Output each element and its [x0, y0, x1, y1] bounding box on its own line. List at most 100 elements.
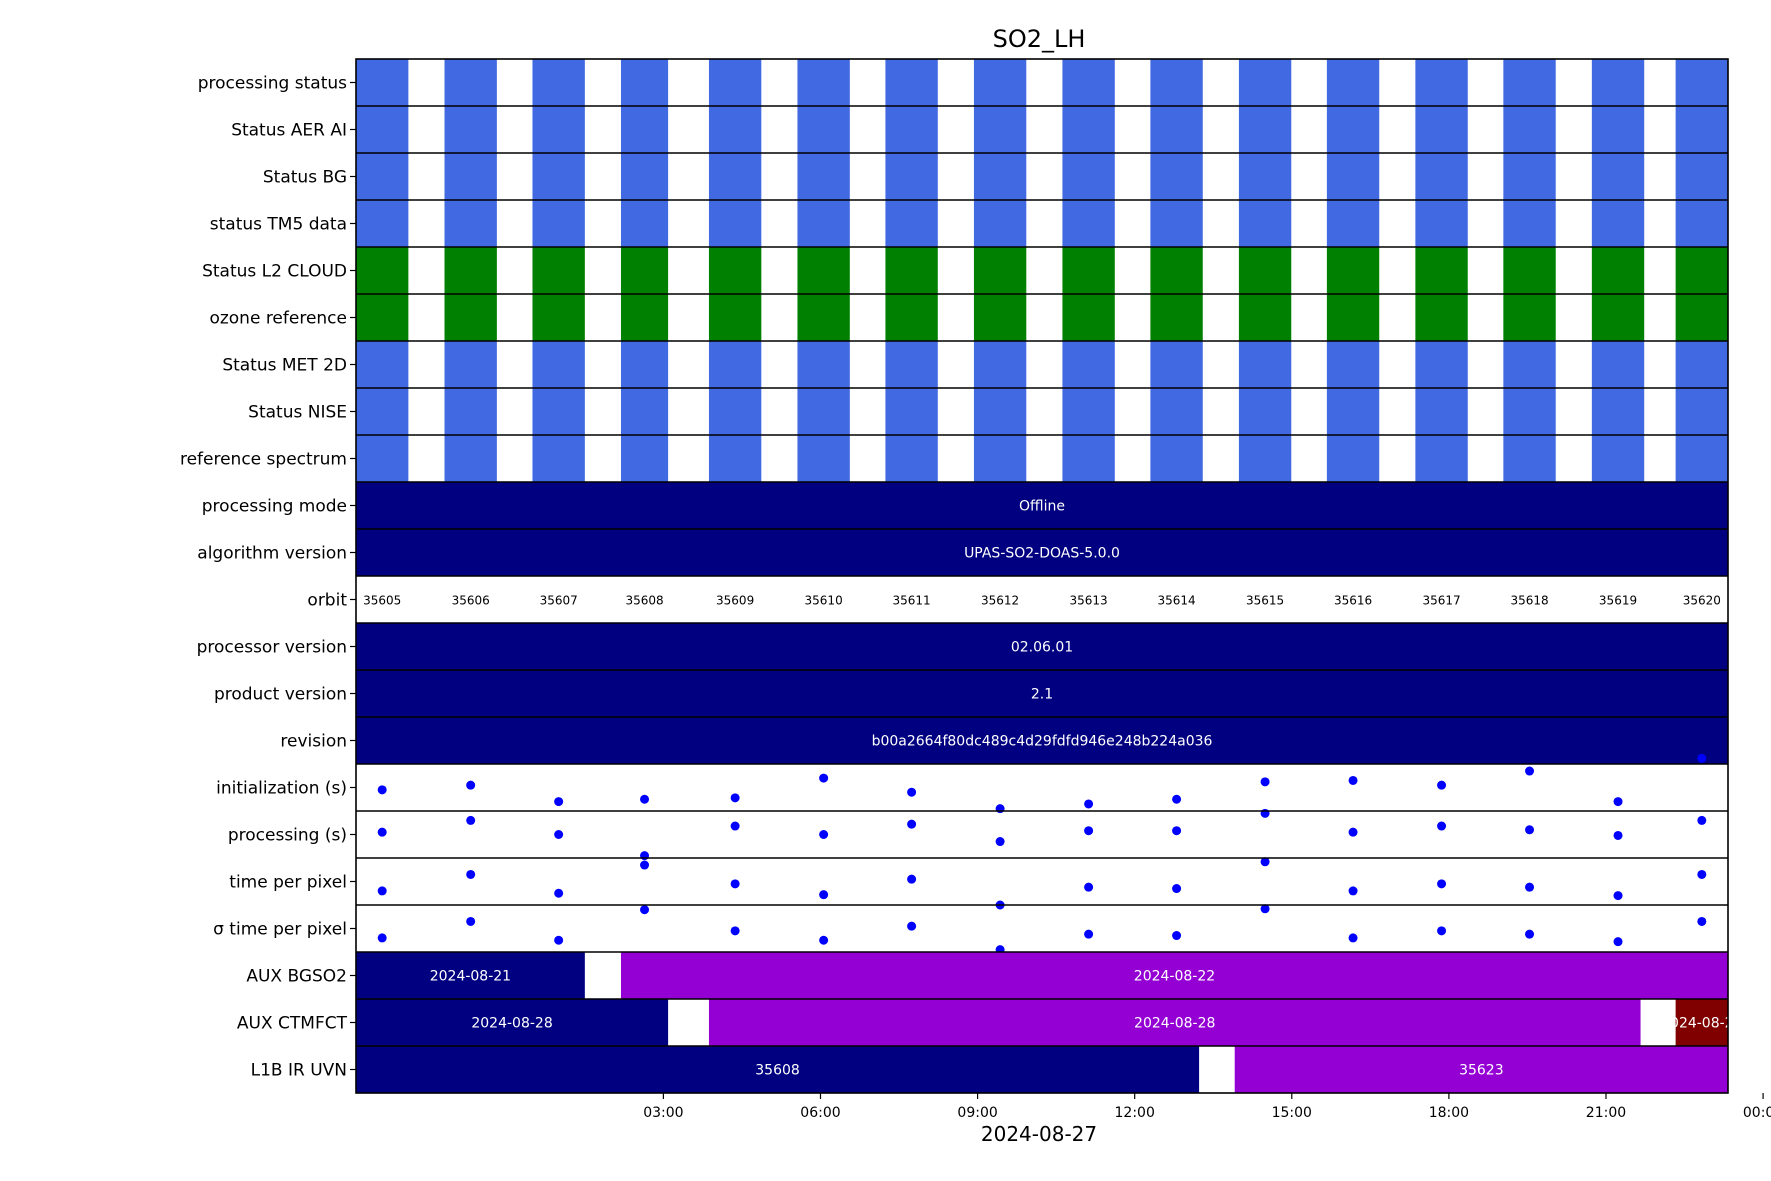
- status-bar: [1591, 200, 1645, 247]
- data-point: [1525, 766, 1535, 776]
- x-tick-label: 06:00: [800, 1105, 840, 1121]
- data-point: [907, 874, 917, 884]
- status-bar: [708, 200, 762, 247]
- data-point: [1437, 780, 1447, 790]
- data-point: [730, 926, 740, 936]
- status-bar: [1503, 59, 1556, 106]
- status-bar: [708, 341, 762, 388]
- data-point: [377, 827, 387, 837]
- data-point: [1613, 830, 1623, 840]
- status-bar: [356, 59, 409, 106]
- status-bar: [1675, 153, 1728, 200]
- data-point: [640, 851, 650, 861]
- status-bar: [885, 294, 938, 341]
- plot-frame: [355, 58, 1729, 1094]
- data-point: [819, 890, 829, 900]
- status-bar: [532, 200, 585, 247]
- row-status-met-2d: [356, 341, 1728, 388]
- orbit-label: 35616: [1334, 594, 1372, 608]
- status-bar: [1675, 341, 1728, 388]
- row-label: revision: [280, 732, 347, 752]
- orbit-label: 35606: [452, 594, 490, 608]
- status-bar: [885, 200, 938, 247]
- data-point: [995, 837, 1005, 847]
- status-bar: [885, 435, 938, 482]
- status-bar: [444, 59, 497, 106]
- status-bar: [973, 341, 1027, 388]
- status-bar: [1503, 200, 1556, 247]
- segment-label: Offline: [1019, 499, 1065, 515]
- status-bar: [1326, 435, 1380, 482]
- status-bar: [444, 435, 497, 482]
- status-bar: [1503, 341, 1556, 388]
- x-axis: processing status Status AER AI Status BG s…: [180, 74, 1771, 1122]
- data-point: [1613, 937, 1623, 947]
- data-point: [1260, 777, 1270, 787]
- row-label: AUX BGSO2: [246, 967, 347, 987]
- status-bar: [1238, 59, 1292, 106]
- status-bar: [532, 247, 585, 294]
- data-point: [1697, 869, 1707, 879]
- segment-bar: [356, 670, 1728, 717]
- status-bar: [1238, 200, 1292, 247]
- status-bar: [797, 435, 850, 482]
- status-bar: [532, 106, 585, 153]
- status-bar: [1503, 435, 1556, 482]
- status-bar: [532, 153, 585, 200]
- data-point: [640, 794, 650, 804]
- data-point: [819, 830, 829, 839]
- status-bar: [356, 341, 409, 388]
- segment-label: UPAS-SO2-DOAS-5.0.0: [964, 546, 1120, 562]
- status-bar: [1675, 106, 1728, 153]
- x-tick-label: 03:00: [643, 1105, 683, 1121]
- status-bar: [444, 388, 497, 435]
- row-processing-s: [377, 808, 1707, 870]
- segment-label: 2024-08-28: [471, 1016, 552, 1032]
- status-bar: [620, 200, 669, 247]
- status-bar: [1675, 388, 1728, 435]
- status-bar: [356, 388, 409, 435]
- data-point: [466, 916, 476, 926]
- data-point: [377, 785, 387, 795]
- status-bar: [620, 341, 669, 388]
- row-label: time per pixel: [229, 873, 347, 893]
- segment-bar: [620, 952, 1728, 999]
- status-bar: [620, 247, 669, 294]
- row-label: status TM5 data: [210, 215, 347, 235]
- status-bar: [620, 106, 669, 153]
- status-bar: [1326, 106, 1380, 153]
- x-tick-label: 09:00: [957, 1105, 997, 1121]
- status-bar: [973, 153, 1027, 200]
- status-bar: [1675, 200, 1728, 247]
- status-bar: [1415, 388, 1468, 435]
- status-bar: [1675, 59, 1728, 106]
- status-bar: [1238, 247, 1292, 294]
- status-bar: [620, 294, 669, 341]
- row-orbit: 35605 35606 35607 35608 35609 35610 35611 35612…: [363, 594, 1721, 608]
- data-point: [1172, 931, 1182, 941]
- orbit-label: 35608: [625, 594, 663, 608]
- status-bar: [1415, 294, 1468, 341]
- status-bar: [1326, 200, 1380, 247]
- row-label: product version: [214, 685, 347, 705]
- data-point: [730, 793, 740, 803]
- status-bar: [1238, 435, 1292, 482]
- data-point: [1260, 904, 1270, 914]
- status-bar: [1591, 59, 1645, 106]
- status-bar: [797, 153, 850, 200]
- status-bar: [1503, 388, 1556, 435]
- status-bar: [1062, 247, 1115, 294]
- status-bar: [708, 106, 762, 153]
- status-bar: [1675, 435, 1728, 482]
- status-bar: [885, 59, 938, 106]
- status-bar: [532, 435, 585, 482]
- status-bar: [1675, 294, 1728, 341]
- status-bar: [1150, 388, 1203, 435]
- status-bar: [973, 106, 1027, 153]
- row-status-bg: [356, 153, 1728, 200]
- status-bar: [1591, 388, 1645, 435]
- status-bar: [444, 200, 497, 247]
- status-bar: [1326, 341, 1380, 388]
- row-label: processing status: [198, 74, 347, 94]
- data-point: [554, 830, 564, 839]
